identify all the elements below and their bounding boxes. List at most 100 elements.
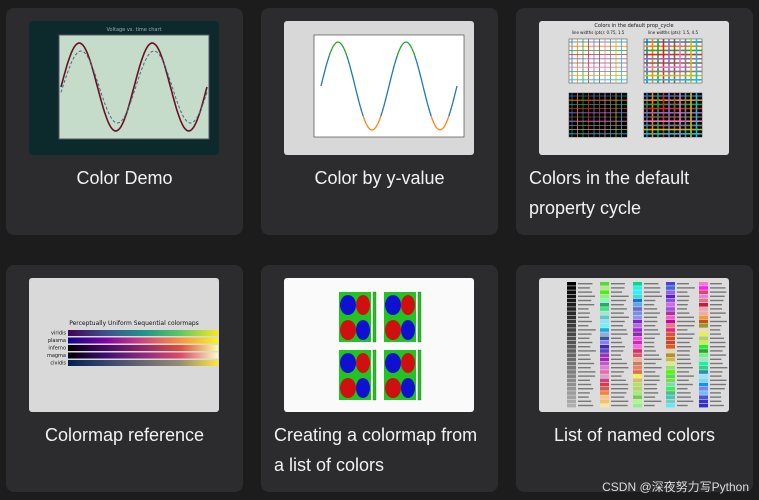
curve [60,50,208,124]
curve [60,42,208,132]
blob [401,353,415,373]
blob [401,378,415,398]
swatch [666,382,675,387]
gallery-card[interactable]: Colors in the default prop_cycle line wid… [516,8,753,235]
swatch [600,319,609,324]
blob [401,295,415,315]
curve-seg [442,125,446,129]
swatch-label [644,367,662,369]
swatch-label [710,287,726,289]
colormap-label: cividis [50,361,66,367]
curve-seg [323,69,326,76]
curve-seg [368,127,371,130]
title-line: property cycle [529,198,642,218]
swatch [666,353,675,357]
curve-seg [357,96,360,103]
curve-seg [340,43,344,47]
swatch-label [710,291,727,293]
swatch [600,345,609,349]
card-title: Color by y-value [261,163,498,193]
swatch-label [677,388,688,390]
swatch-label [578,371,596,373]
swatch-label [644,337,655,339]
curve-seg [396,51,400,57]
swatch-label [677,316,694,318]
swatch-label [644,404,655,407]
gallery-card[interactable]: Creating a colormap from a list of colors [261,265,498,492]
swatch [633,395,642,399]
swatch [699,315,708,320]
swatch-label [578,396,589,398]
curve-seg [411,48,415,53]
swatch-label [578,291,593,293]
curve-seg [422,85,425,92]
curve-seg [328,51,332,57]
swatch-label [611,325,624,327]
swatch-label [710,299,724,302]
swatch-label [578,329,596,331]
swatch-label [710,392,721,394]
swatch-label [710,383,727,386]
curve-seg [361,111,364,117]
curve-seg [423,91,427,98]
swatch [567,315,576,320]
curve-seg [324,64,328,70]
curve-seg [355,91,359,98]
thumb-title: Perceptually Uniform Sequential colormap… [69,320,199,327]
swatch [567,357,576,362]
swatch [699,332,708,336]
card-title: List of named colors [516,420,753,450]
swatch [600,366,609,370]
swatch-label [710,304,722,306]
swatch-label [611,350,624,352]
gallery-card[interactable]: Voltage vs. time chart Color Demo [6,8,243,235]
curve-seg [446,115,450,121]
swatch-label [677,308,688,310]
curve-seg [444,122,447,127]
swatch-label [677,375,694,377]
swatch-label [710,312,726,314]
swatch-label [677,358,691,360]
blob [340,295,356,315]
swatch-label [644,325,656,327]
swatch [600,311,609,315]
curve-seg [441,127,444,130]
swatch [699,378,708,383]
curve-seg [415,59,419,65]
blob [340,353,356,373]
gallery-card[interactable]: Perceptually Uniform Sequential colormap… [6,265,243,492]
swatch-label [611,341,623,344]
blob [385,378,401,398]
swatch-label [611,392,627,394]
thumbnail: Voltage vs. time chart [29,21,219,155]
swatch [666,303,675,307]
swatch-label [578,350,596,352]
swatch-label [611,396,625,398]
swatch [633,307,642,311]
colormap-bar [68,330,218,336]
swatch [567,294,576,299]
swatch [600,370,609,374]
swatch-label [710,367,728,369]
swatch [699,366,708,370]
gallery-card[interactable]: Color by y-value [261,8,498,235]
swatch [666,391,675,395]
swatch-label [611,283,625,285]
curve-seg [382,102,386,108]
swatch-label [710,396,722,398]
swatch [699,357,708,362]
swatch [633,345,642,349]
swatch-label [677,287,695,289]
gallery-card[interactable]: List of named colors [516,265,753,492]
thumbnail: Perceptually Uniform Sequential colormap… [29,278,219,412]
swatch-label [644,350,656,352]
swatch [666,361,675,366]
swatch-label [611,400,629,402]
swatch [633,324,642,328]
curve-seg [395,55,398,61]
thumb-title: Colors in the default prop_cycle [594,23,673,29]
swatch-label [644,329,659,331]
swatch-label [578,358,591,360]
swatch-label [677,354,690,356]
swatch-label [578,362,595,365]
